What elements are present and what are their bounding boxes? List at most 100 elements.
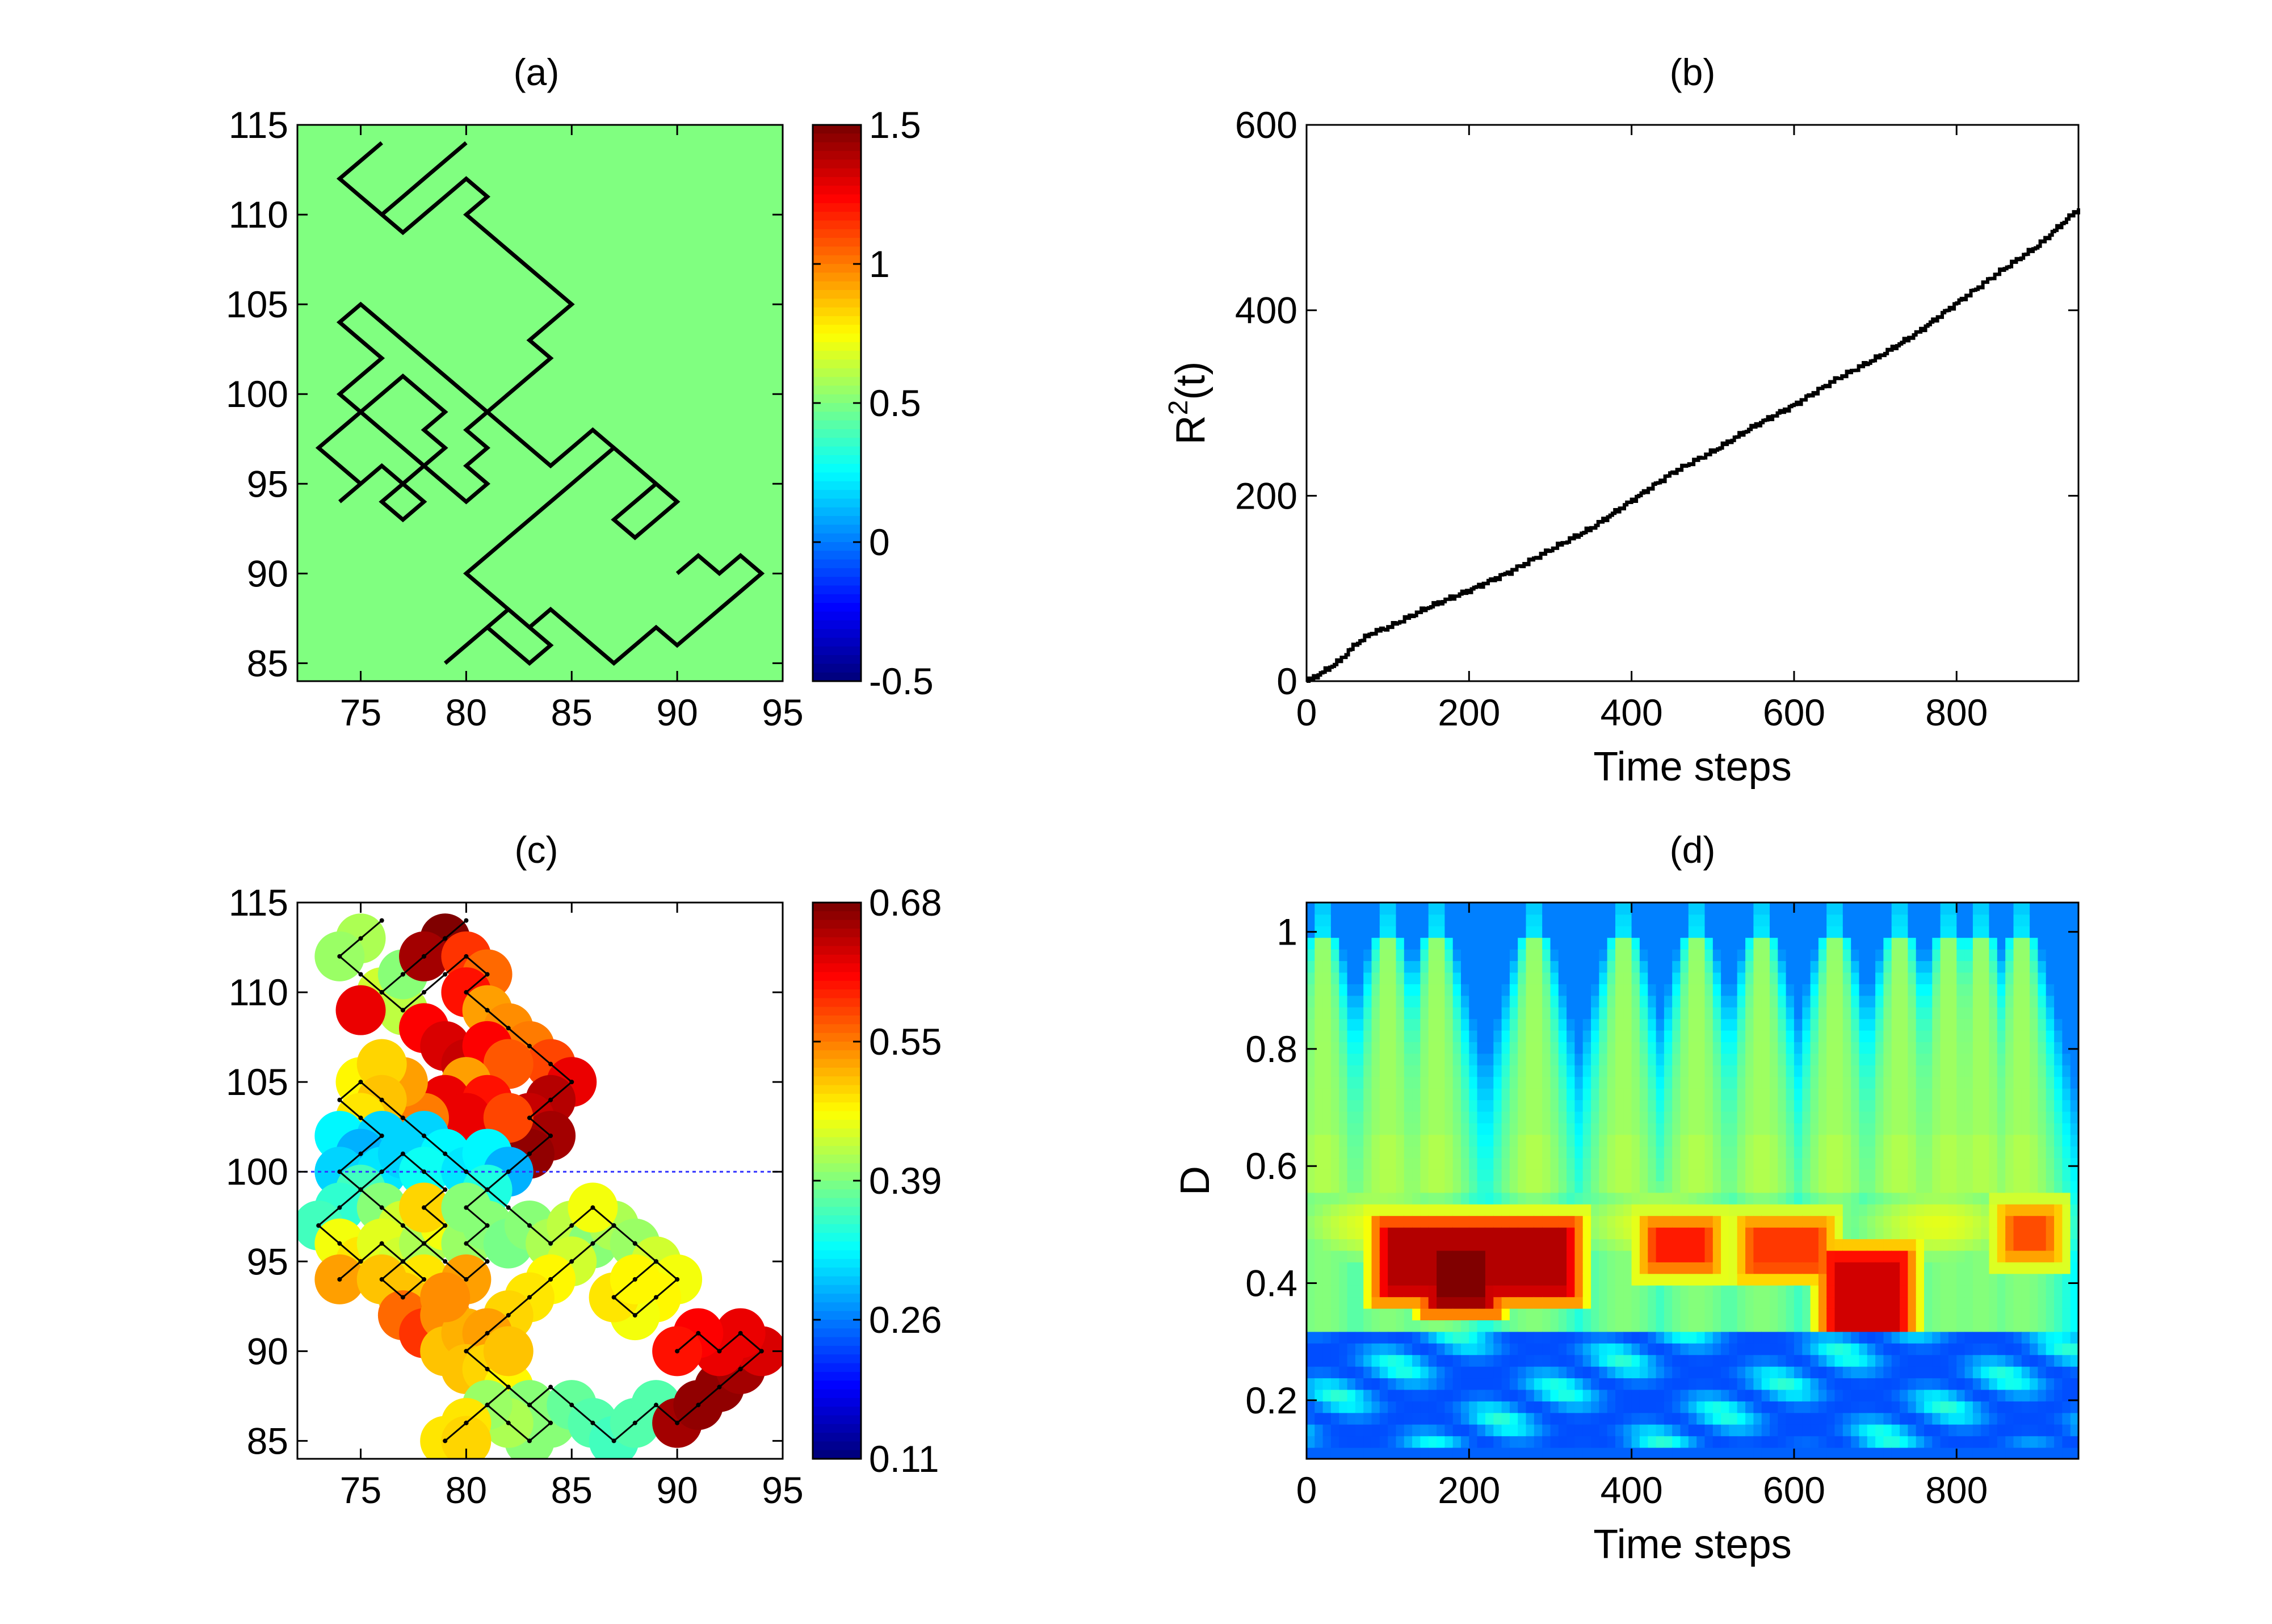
heatmap-cell	[1452, 1424, 1462, 1437]
heatmap-cell	[1469, 1424, 1478, 1437]
heatmap-cell	[1997, 1389, 2006, 1401]
heatmap-cell	[1404, 1203, 1413, 1216]
heatmap-cell	[1469, 1157, 1478, 1170]
heatmap-cell	[1940, 1122, 1949, 1135]
heatmap-cell	[1526, 1215, 1535, 1228]
heatmap-cell	[2046, 1308, 2055, 1320]
heatmap-cell	[1567, 1436, 1576, 1448]
walk-path-node	[464, 1205, 469, 1210]
heatmap-cell	[1859, 1157, 1868, 1170]
heatmap-cell	[1712, 1134, 1722, 1147]
heatmap-cell	[1900, 1261, 1909, 1274]
heatmap-cell	[1680, 1042, 1689, 1054]
heatmap-cell	[1916, 1285, 1925, 1298]
heatmap-cell	[2005, 1018, 2014, 1031]
heatmap-cell	[1639, 1412, 1649, 1425]
heatmap-cell	[1501, 1331, 1510, 1344]
heatmap-cell	[1770, 995, 1779, 1008]
heatmap-cell	[1656, 903, 1665, 915]
heatmap-cell	[1729, 1378, 1738, 1390]
heatmap-cell	[1567, 1192, 1576, 1205]
heatmap-cell	[1567, 1296, 1576, 1309]
heatmap-cell	[1461, 1285, 1470, 1298]
heatmap-cell	[2030, 1296, 2039, 1309]
walk-path-node	[590, 1241, 595, 1246]
heatmap-cell	[1924, 1308, 1933, 1320]
heatmap-cell	[1518, 1111, 1527, 1123]
heatmap-cell	[1989, 995, 1998, 1008]
heatmap-cell	[1339, 1227, 1348, 1240]
heatmap-cell	[1770, 1366, 1779, 1379]
heatmap-cell	[1307, 1447, 1316, 1459]
heatmap-cell	[1842, 983, 1852, 996]
heatmap-cell	[1948, 937, 1958, 950]
heatmap-cell	[1818, 1006, 1828, 1019]
heatmap-cell	[1412, 1296, 1421, 1309]
heatmap-cell	[1639, 983, 1649, 996]
heatmap-cell	[1518, 1261, 1527, 1274]
walk-path-node	[358, 1080, 363, 1085]
heatmap-cell	[1574, 1261, 1584, 1274]
heatmap-cell	[1997, 1064, 2006, 1077]
heatmap-cell	[1696, 983, 1706, 996]
walk-path-node	[696, 1403, 701, 1408]
heatmap-cell	[1875, 1342, 1884, 1356]
heatmap-cell	[1631, 1076, 1640, 1089]
panel-a-colorbar-band	[813, 255, 861, 265]
heatmap-cell	[2013, 1400, 2022, 1413]
heatmap-cell	[1745, 949, 1754, 962]
panel-a-x-tick-label: 85	[551, 691, 593, 733]
heatmap-cell	[1347, 1006, 1356, 1019]
heatmap-cell	[1989, 1331, 1998, 1344]
heatmap-cell	[1761, 1354, 1770, 1367]
heatmap-cell	[1972, 1088, 1982, 1101]
panel-b-y-label-suffix: (t)	[1168, 362, 1213, 400]
heatmap-cell	[1794, 1320, 1803, 1332]
heatmap-cell	[1599, 1018, 1608, 1031]
panel-c-colorbar-band	[813, 980, 861, 991]
heatmap-cell	[1737, 1412, 1746, 1425]
heatmap-cell	[1567, 1239, 1576, 1251]
heatmap-cell	[1485, 1181, 1494, 1193]
heatmap-cell	[1412, 1250, 1421, 1262]
heatmap-cell	[1330, 1088, 1340, 1101]
heatmap-cell	[1330, 1424, 1340, 1437]
heatmap-cell	[1534, 1111, 1543, 1123]
heatmap-cell	[2021, 1424, 2031, 1437]
heatmap-cell	[1818, 1285, 1828, 1298]
heatmap-cell	[1388, 1331, 1397, 1344]
heatmap-cell	[1932, 1215, 1941, 1228]
heatmap-cell	[1355, 1192, 1364, 1205]
heatmap-cell	[1981, 1389, 1990, 1401]
walk-path-node	[443, 1259, 448, 1264]
panel-c-colorbar-band	[813, 1337, 861, 1346]
heatmap-cell	[1737, 1227, 1746, 1240]
heatmap-cell	[1664, 995, 1673, 1008]
heatmap-cell	[1322, 925, 1332, 938]
heatmap-cell	[1883, 914, 1892, 926]
heatmap-cell	[1664, 1064, 1673, 1077]
panel-c-colorbar-band	[813, 989, 861, 999]
heatmap-cell	[1444, 914, 1454, 926]
heatmap-cell	[1574, 1250, 1584, 1262]
heatmap-cell	[1452, 1342, 1462, 1356]
heatmap-cell	[1404, 1436, 1413, 1448]
heatmap-cell	[1745, 1076, 1754, 1089]
heatmap-cell	[1558, 1227, 1568, 1240]
heatmap-cell	[1924, 1030, 1933, 1042]
heatmap-cell	[1810, 1320, 1819, 1332]
heatmap-cell	[1485, 1261, 1494, 1274]
heatmap-cell	[1834, 903, 1843, 915]
heatmap-cell	[1526, 1412, 1535, 1425]
heatmap-cell	[1339, 1250, 1348, 1262]
heatmap-cell	[1794, 914, 1803, 926]
heatmap-cell	[1339, 1378, 1348, 1390]
heatmap-cell	[1924, 1169, 1933, 1181]
heatmap-cell	[1363, 1145, 1372, 1159]
heatmap-cell	[1477, 1273, 1486, 1286]
heatmap-cell	[1501, 1192, 1510, 1205]
heatmap-cell	[1924, 1006, 1933, 1019]
heatmap-cell	[1664, 1239, 1673, 1251]
walk-path-node	[590, 1420, 595, 1425]
